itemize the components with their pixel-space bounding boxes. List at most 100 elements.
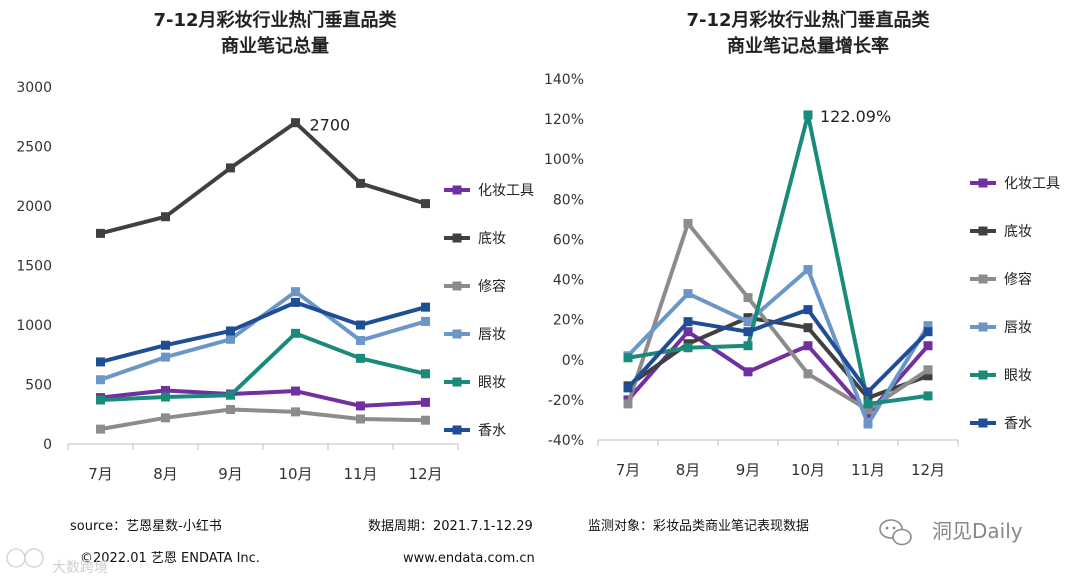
corner-logo-icon — [6, 548, 44, 568]
right-legend-label: 香水 — [1004, 416, 1032, 432]
left-data-point — [226, 390, 235, 400]
right-data-point — [623, 399, 633, 409]
right-data-point — [803, 305, 813, 315]
left-data-point — [356, 320, 365, 330]
right-legend-label: 化妆工具 — [1004, 176, 1060, 192]
left-data-point — [96, 357, 105, 367]
right-series-line — [626, 267, 930, 426]
right-data-point — [923, 341, 933, 351]
right-data-point — [743, 327, 753, 337]
left-y-tick-label: 0 — [43, 437, 52, 453]
chart-left-y-axis: 3000 2500 2000 1500 1000 500 0 — [16, 80, 52, 453]
left-data-point — [421, 199, 430, 209]
right-x-tick-label: 10月 — [791, 461, 825, 479]
right-y-tick-label: -40% — [548, 433, 584, 449]
chart-left-x-axis: 7月 8月 9月 10月 11月 12月 — [67, 444, 459, 483]
left-series-line — [100, 331, 426, 402]
right-y-tick-label: 0% — [562, 353, 584, 369]
right-data-point — [683, 289, 693, 299]
right-x-tick-label: 8月 — [676, 461, 701, 479]
chart-right-y-axis: 140% 120% 100% 80% 60% 40% 20% 0% -20% -40% — [544, 72, 584, 449]
right-data-point — [803, 265, 813, 275]
right-data-point — [923, 371, 933, 381]
left-x-tick-label: 12月 — [408, 465, 442, 483]
left-x-tick-label: 7月 — [88, 465, 113, 483]
left-legend-label: 唇妆 — [478, 327, 506, 343]
left-data-point — [421, 415, 430, 425]
left-data-point — [161, 385, 170, 395]
footer-copyright: ©2022.01 艺恩 ENDATA Inc. — [80, 551, 260, 566]
right-x-tick-label: 11月 — [851, 461, 885, 479]
left-legend-label: 修容 — [478, 278, 506, 295]
left-data-point — [96, 228, 105, 238]
left-data-point — [421, 302, 430, 312]
right-y-tick-label: 60% — [553, 232, 584, 248]
left-data-point — [161, 212, 170, 222]
left-y-tick-label: 500 — [25, 378, 52, 394]
left-data-point — [226, 404, 235, 414]
left-data-point — [291, 386, 300, 396]
right-data-point — [863, 387, 873, 397]
left-data-point — [421, 316, 430, 326]
right-data-point — [923, 391, 933, 401]
right-data-point — [743, 341, 753, 351]
right-data-point — [863, 405, 873, 415]
right-data-point — [803, 110, 813, 120]
left-series-line — [100, 388, 426, 408]
corner-watermark: 大数跨境 — [6, 548, 108, 576]
left-legend-swatch-marker — [452, 233, 462, 243]
right-y-tick-label: 100% — [544, 152, 584, 168]
left-series-line — [100, 407, 426, 432]
left-x-tick-label: 8月 — [153, 465, 178, 483]
right-data-point — [683, 218, 693, 228]
right-legend-label: 眼妆 — [1004, 368, 1032, 384]
left-data-point — [226, 326, 235, 336]
right-y-tick-label: 140% — [544, 72, 584, 88]
left-y-tick-label: 1500 — [16, 259, 52, 275]
left-data-point — [356, 178, 365, 188]
left-data-point — [291, 328, 300, 338]
left-legend-label: 眼妆 — [478, 375, 506, 391]
chart-right-title-line2: 商业笔记总量增长率 — [727, 35, 889, 57]
right-legend-swatch-marker — [978, 226, 988, 236]
left-data-point — [226, 334, 235, 344]
right-data-point — [863, 399, 873, 409]
right-data-point — [743, 317, 753, 327]
left-legend-swatch-marker — [452, 377, 462, 387]
left-data-point — [291, 407, 300, 417]
chart-right-annotation: 122.09% — [820, 107, 891, 126]
corner-watermark-text: 大数跨境 — [52, 560, 108, 576]
left-legend-label: 化妆工具 — [478, 183, 534, 199]
right-series-line — [627, 112, 929, 406]
left-data-point — [96, 424, 105, 434]
chart-left-total-notes: 7-12月彩妆行业热门垂直品类 商业笔记总量 3000 2500 2000 1500 1… — [16, 9, 534, 483]
right-data-point — [923, 365, 933, 375]
left-x-tick-label: 10月 — [278, 465, 312, 483]
right-data-point — [803, 369, 813, 379]
wechat-watermark: 洞见Daily — [879, 519, 1023, 546]
chart-left-annotation: 2700 — [310, 116, 351, 135]
right-y-tick-label: 40% — [553, 273, 584, 289]
right-data-point — [743, 293, 753, 303]
right-legend-swatch-marker — [978, 274, 988, 284]
chart-right-growth-rate: 7-12月彩妆行业热门垂直品类 商业笔记总量增长率 140% 120% 100% 80… — [544, 9, 1060, 479]
footer: source：艺恩星数-小红书 数据周期：2021.7.1-12.29 监测对象… — [70, 518, 809, 566]
right-legend-swatch-marker — [978, 370, 988, 380]
left-legend-label: 底妆 — [478, 231, 506, 247]
right-x-tick-label: 12月 — [911, 461, 945, 479]
left-data-point — [356, 414, 365, 424]
chart-right-x-axis: 7月 8月 9月 10月 11月 12月 — [597, 440, 959, 479]
right-data-point — [623, 383, 633, 393]
right-y-tick-label: 20% — [553, 313, 584, 329]
right-data-point — [923, 327, 933, 337]
left-data-point — [161, 352, 170, 362]
right-legend-label: 底妆 — [1004, 224, 1032, 240]
chart-right-series — [623, 110, 933, 429]
left-data-point — [421, 369, 430, 379]
left-series-line — [100, 120, 427, 236]
left-data-point — [356, 401, 365, 411]
left-legend-swatch-marker — [452, 281, 462, 291]
chart-right-title-line1: 7-12月彩妆行业热门垂直品类 — [686, 9, 930, 31]
